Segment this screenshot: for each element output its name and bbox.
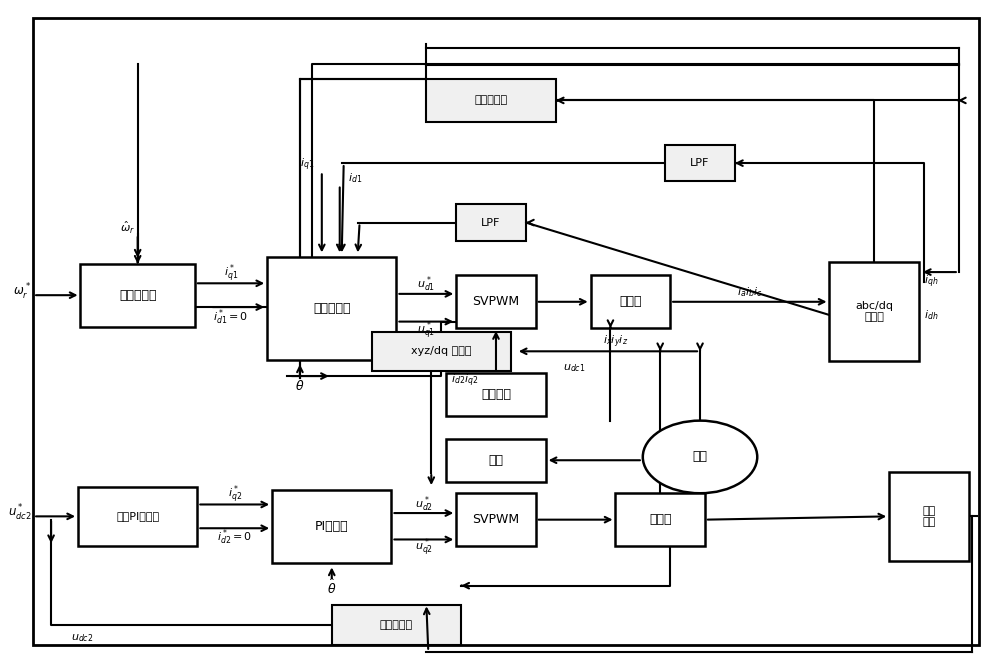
Text: LPF: LPF [690, 158, 710, 168]
Bar [332, 605, 461, 645]
Text: 电压PI调节器: 电压PI调节器 [116, 511, 159, 521]
Text: 高频信号: 高频信号 [481, 388, 511, 400]
Text: LPF: LPF [481, 217, 501, 227]
Bar [78, 487, 197, 546]
Text: $i_{q1}^*$: $i_{q1}^*$ [224, 263, 238, 284]
Text: $i_{dh}$: $i_{dh}$ [924, 308, 938, 322]
Bar [665, 145, 735, 181]
Ellipse shape [643, 420, 757, 493]
Text: 预测控制器: 预测控制器 [313, 302, 351, 315]
Bar [456, 204, 526, 241]
Text: 变换器: 变换器 [649, 513, 671, 526]
Text: 电压检测器: 电压检测器 [380, 621, 413, 631]
Bar [456, 493, 536, 546]
Bar [80, 264, 195, 327]
Text: $i_{d1}^*=0$: $i_{d1}^*=0$ [213, 307, 249, 327]
Bar [591, 275, 670, 328]
Bar [426, 79, 556, 122]
Text: 负载: 负载 [488, 453, 503, 467]
Text: $\hat{\omega}_r$: $\hat{\omega}_r$ [120, 219, 135, 235]
Text: $i_x i_y i_z$: $i_x i_y i_z$ [603, 333, 628, 349]
Bar [889, 472, 969, 561]
Text: $u_{dc2}$: $u_{dc2}$ [71, 633, 93, 644]
Text: $u_{d1}^*$: $u_{d1}^*$ [417, 275, 435, 294]
Text: $\hat{\theta}$: $\hat{\theta}$ [295, 375, 305, 394]
Bar [615, 493, 705, 546]
Text: $u_{dc2}^*$: $u_{dc2}^*$ [8, 503, 31, 523]
Bar [456, 275, 536, 328]
Text: SVPWM: SVPWM [472, 295, 520, 308]
Bar [446, 373, 546, 416]
Bar [829, 262, 919, 361]
Text: 滑模控制器: 滑模控制器 [119, 288, 156, 302]
Text: $i_{d2}^*=0$: $i_{d2}^*=0$ [217, 528, 252, 547]
Text: $u_{q1}^*$: $u_{q1}^*$ [417, 320, 435, 342]
Bar [267, 257, 396, 359]
Text: $i_{d2}i_{q2}$: $i_{d2}i_{q2}$ [451, 373, 479, 389]
Text: 逆变器: 逆变器 [619, 295, 642, 308]
Text: $u_{d2}^*$: $u_{d2}^*$ [415, 495, 433, 514]
Bar [446, 439, 546, 482]
Text: $i_{qh}$: $i_{qh}$ [924, 274, 938, 290]
Text: 电机: 电机 [693, 450, 708, 463]
Text: PI调节器: PI调节器 [315, 520, 349, 533]
Text: 供电
对象: 供电 对象 [922, 506, 936, 527]
Text: abc/dq
变换器: abc/dq 变换器 [855, 301, 893, 322]
Text: $u_{q2}^*$: $u_{q2}^*$ [415, 537, 433, 559]
Bar [272, 490, 391, 563]
Text: $i_{d1}$: $i_{d1}$ [348, 171, 362, 185]
Text: $i_{q1}$: $i_{q1}$ [300, 156, 314, 173]
Text: xyz/dq 变换器: xyz/dq 变换器 [411, 346, 471, 356]
Text: $i_{q2}^*$: $i_{q2}^*$ [228, 484, 242, 507]
Text: $u_{dc1}$: $u_{dc1}$ [563, 362, 586, 374]
Text: $\hat{\theta}$: $\hat{\theta}$ [327, 578, 336, 597]
Text: 信号处理器: 信号处理器 [474, 95, 508, 105]
Text: SVPWM: SVPWM [472, 513, 520, 526]
Bar [372, 332, 511, 371]
Text: $i_a i_b i_c$: $i_a i_b i_c$ [737, 285, 763, 299]
Text: $\omega_r^*$: $\omega_r^*$ [13, 282, 31, 302]
